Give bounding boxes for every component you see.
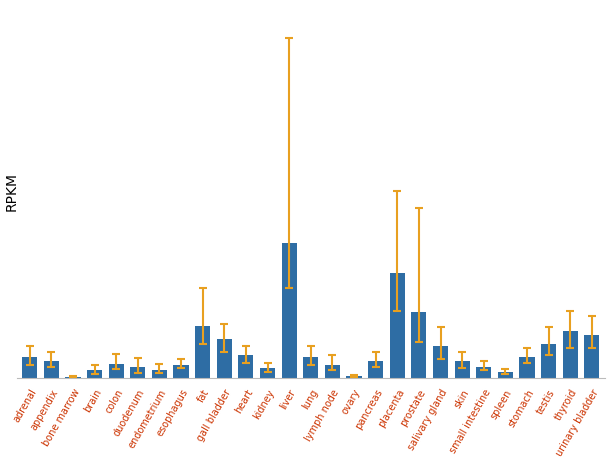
Bar (411, 312, 426, 378)
Bar (368, 361, 383, 378)
Bar (454, 361, 470, 378)
Bar (498, 372, 513, 378)
Bar (325, 365, 340, 378)
Bar (174, 365, 189, 378)
Bar (152, 370, 167, 378)
Bar (217, 339, 232, 378)
Bar (238, 355, 253, 378)
Bar (390, 273, 405, 378)
Bar (563, 331, 578, 378)
Bar (476, 367, 491, 378)
Bar (22, 357, 37, 378)
Bar (130, 367, 146, 378)
Bar (303, 357, 319, 378)
Bar (519, 357, 535, 378)
Bar (195, 326, 210, 378)
Bar (347, 376, 362, 378)
Bar (584, 335, 599, 378)
Bar (433, 346, 448, 378)
Bar (108, 364, 124, 378)
Bar (281, 243, 297, 378)
Bar (87, 371, 102, 378)
Bar (260, 369, 275, 378)
Bar (65, 377, 80, 378)
Bar (44, 361, 59, 378)
Y-axis label: RPKM: RPKM (4, 171, 18, 211)
Bar (541, 344, 556, 378)
